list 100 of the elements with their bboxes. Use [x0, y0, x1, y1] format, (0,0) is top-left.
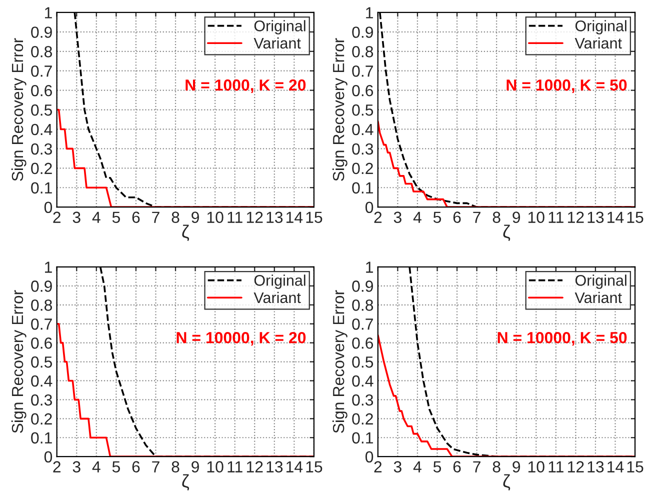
x-tick-label: 6: [132, 212, 140, 223]
x-tick-label: 11: [548, 461, 564, 472]
x-axis-title: ζ: [182, 224, 190, 241]
y-tick-label: 0.2: [31, 162, 52, 174]
y-tick-label: 0.7: [352, 318, 373, 330]
y-axis-title: Sign Recovery Error: [332, 290, 348, 433]
x-tick-label: 14: [608, 212, 624, 223]
x-tick-label: 10: [528, 212, 544, 223]
y-tick-label: 0.8: [31, 300, 52, 311]
x-tick-label: 13: [266, 212, 283, 223]
y-tick-label: 0.4: [352, 124, 374, 136]
x-tick-label: 9: [512, 461, 520, 472]
y-tick-label: 0.7: [352, 65, 373, 77]
x-tick-label: 10: [207, 212, 224, 223]
x-tick-label: 3: [72, 212, 80, 223]
x-tick-label: 11: [548, 212, 564, 223]
y-tick-label: 0.3: [352, 394, 374, 406]
x-tick-label: 7: [473, 461, 480, 472]
x-tick-label: 15: [627, 461, 644, 472]
y-tick-label: 0.2: [31, 413, 52, 425]
y-tick-label: 0.7: [31, 318, 52, 330]
x-tick-label: 13: [588, 212, 604, 223]
annotation: N = 1000, K = 50: [506, 79, 627, 94]
y-axis-title: Sign Recovery Error: [11, 290, 26, 433]
y-axis-title: Sign Recovery Error: [11, 38, 26, 181]
legend-label: Original: [254, 274, 306, 289]
y-tick-label: 1: [45, 7, 52, 18]
y-tick-label: 1: [366, 262, 373, 273]
legend-label: Variant: [574, 37, 622, 49]
y-tick-label: 0.8: [352, 300, 374, 311]
x-tick-label: 6: [453, 212, 461, 223]
x-tick-label: 12: [246, 461, 263, 472]
x-tick-label: 8: [492, 212, 500, 223]
y-tick-label: 0: [365, 451, 374, 463]
x-tick-label: 10: [528, 461, 544, 472]
x-tick-label: 14: [286, 461, 303, 472]
y-tick-label: 0.6: [352, 337, 374, 349]
y-tick-label: 0.9: [352, 26, 373, 38]
annotation: N = 10000, K = 50: [498, 332, 627, 346]
y-tick-label: 0.2: [352, 413, 373, 425]
x-tick-label: 12: [246, 212, 263, 223]
x-tick-label: 4: [413, 461, 422, 472]
x-tick-label: 11: [228, 212, 242, 223]
x-tick-label: 5: [433, 461, 442, 472]
x-tick-label: 10: [207, 461, 224, 472]
x-tick-label: 14: [286, 212, 303, 223]
x-tick-label: 5: [433, 212, 442, 223]
y-tick-label: 0.5: [352, 356, 374, 368]
x-tick-label: 6: [453, 461, 461, 472]
x-tick-label: 9: [192, 212, 199, 223]
x-tick-label: 5: [112, 461, 120, 472]
y-tick-label: 0: [365, 202, 374, 214]
x-tick-label: 3: [72, 461, 80, 472]
y-tick-label: 0.3: [31, 143, 52, 155]
y-tick-label: 0.9: [31, 280, 52, 292]
x-tick-label: 15: [306, 212, 322, 223]
legend-label: Variant: [254, 37, 301, 49]
x-tick-label: 3: [394, 212, 402, 223]
x-tick-label: 4: [413, 212, 422, 223]
y-tick-label: 0.6: [31, 84, 52, 96]
x-axis-title: ζ: [182, 474, 190, 490]
y-tick-label: 1: [366, 7, 373, 18]
x-axis-title: ζ: [503, 224, 510, 241]
x-axis-title: ζ: [503, 474, 510, 490]
y-tick-label: 0.4: [31, 124, 52, 136]
y-tick-label: 0.8: [352, 46, 374, 58]
x-tick-label: 11: [228, 461, 242, 472]
x-tick-label: 14: [608, 461, 624, 472]
legend-label: Variant: [254, 292, 301, 304]
x-tick-label: 8: [172, 461, 180, 472]
y-tick-label: 0.4: [31, 375, 52, 387]
y-tick-label: 0.1: [31, 182, 52, 194]
x-tick-label: 2: [374, 212, 382, 223]
legend-label: Variant: [574, 292, 622, 304]
y-tick-label: 0.1: [31, 432, 52, 444]
x-tick-label: 2: [374, 461, 382, 472]
legend-label: Original: [575, 20, 626, 34]
legend-label: Original: [575, 274, 626, 289]
y-tick-label: 0.4: [352, 375, 374, 387]
x-tick-label: 15: [627, 212, 644, 223]
legend-label: Original: [254, 20, 306, 34]
y-tick-label: 0.7: [31, 65, 52, 77]
y-tick-label: 0: [44, 202, 52, 214]
x-tick-label: 7: [152, 212, 160, 223]
x-tick-label: 2: [53, 461, 60, 472]
x-tick-label: 4: [92, 461, 100, 472]
x-tick-label: 2: [53, 212, 60, 223]
annotation: N = 10000, K = 20: [176, 332, 306, 346]
x-tick-label: 13: [588, 461, 604, 472]
y-tick-label: 0.1: [352, 432, 373, 444]
x-tick-label: 12: [568, 212, 584, 223]
y-tick-label: 1: [45, 262, 52, 273]
x-tick-label: 9: [192, 461, 199, 472]
y-tick-label: 0.5: [31, 104, 52, 116]
y-tick-label: 0.9: [352, 280, 373, 292]
x-tick-label: 8: [172, 212, 180, 223]
x-tick-label: 3: [394, 461, 402, 472]
y-axis-title: Sign Recovery Error: [332, 38, 348, 181]
x-tick-label: 4: [92, 212, 100, 223]
y-tick-label: 0.5: [352, 104, 374, 116]
